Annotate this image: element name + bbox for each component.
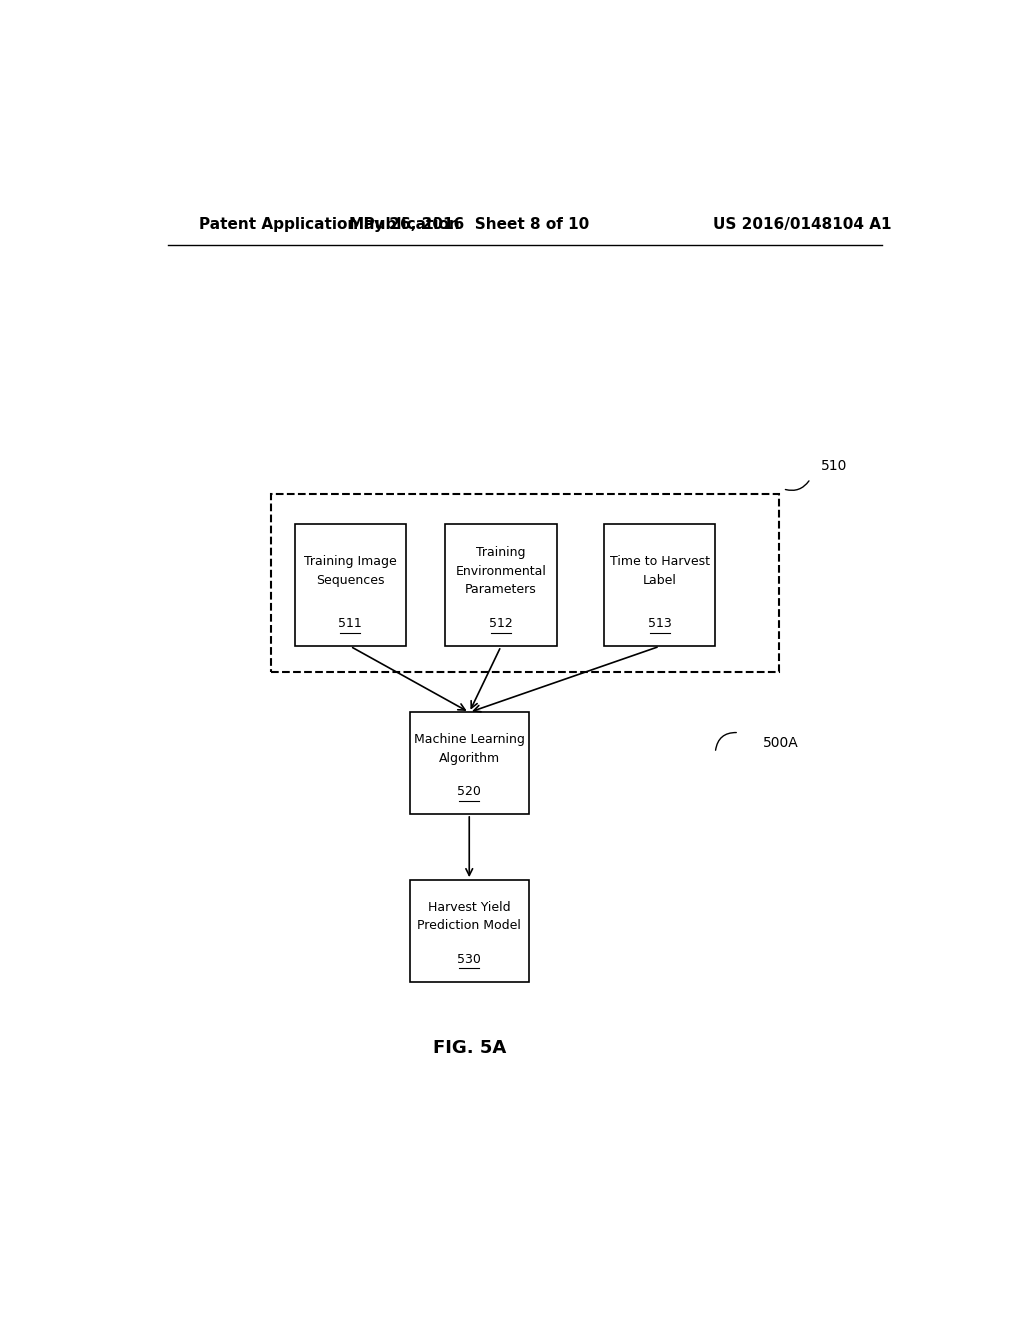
Text: Algorithm: Algorithm <box>438 751 500 764</box>
Text: Time to Harvest: Time to Harvest <box>609 556 710 569</box>
Text: Harvest Yield: Harvest Yield <box>428 902 511 913</box>
Text: Sequences: Sequences <box>316 574 384 586</box>
Text: 513: 513 <box>648 618 672 631</box>
Text: May 26, 2016  Sheet 8 of 10: May 26, 2016 Sheet 8 of 10 <box>349 216 590 232</box>
Text: FIG. 5A: FIG. 5A <box>432 1039 506 1057</box>
Text: Training Image: Training Image <box>304 556 396 569</box>
Text: 500A: 500A <box>763 735 799 750</box>
Text: Prediction Model: Prediction Model <box>418 919 521 932</box>
Text: Training: Training <box>476 546 525 560</box>
FancyBboxPatch shape <box>295 524 406 647</box>
Text: 530: 530 <box>458 953 481 966</box>
Text: Label: Label <box>643 574 677 586</box>
FancyBboxPatch shape <box>445 524 557 647</box>
FancyBboxPatch shape <box>410 880 528 982</box>
Text: 511: 511 <box>338 618 362 631</box>
Text: US 2016/0148104 A1: US 2016/0148104 A1 <box>714 216 892 232</box>
Text: Parameters: Parameters <box>465 583 537 595</box>
Text: Environmental: Environmental <box>456 565 547 578</box>
FancyBboxPatch shape <box>604 524 715 647</box>
Text: 520: 520 <box>458 785 481 799</box>
FancyBboxPatch shape <box>270 494 779 672</box>
Text: Machine Learning: Machine Learning <box>414 734 524 746</box>
FancyBboxPatch shape <box>410 713 528 814</box>
Text: 510: 510 <box>821 459 848 474</box>
Text: 512: 512 <box>489 618 513 631</box>
Text: Patent Application Publication: Patent Application Publication <box>200 216 460 232</box>
